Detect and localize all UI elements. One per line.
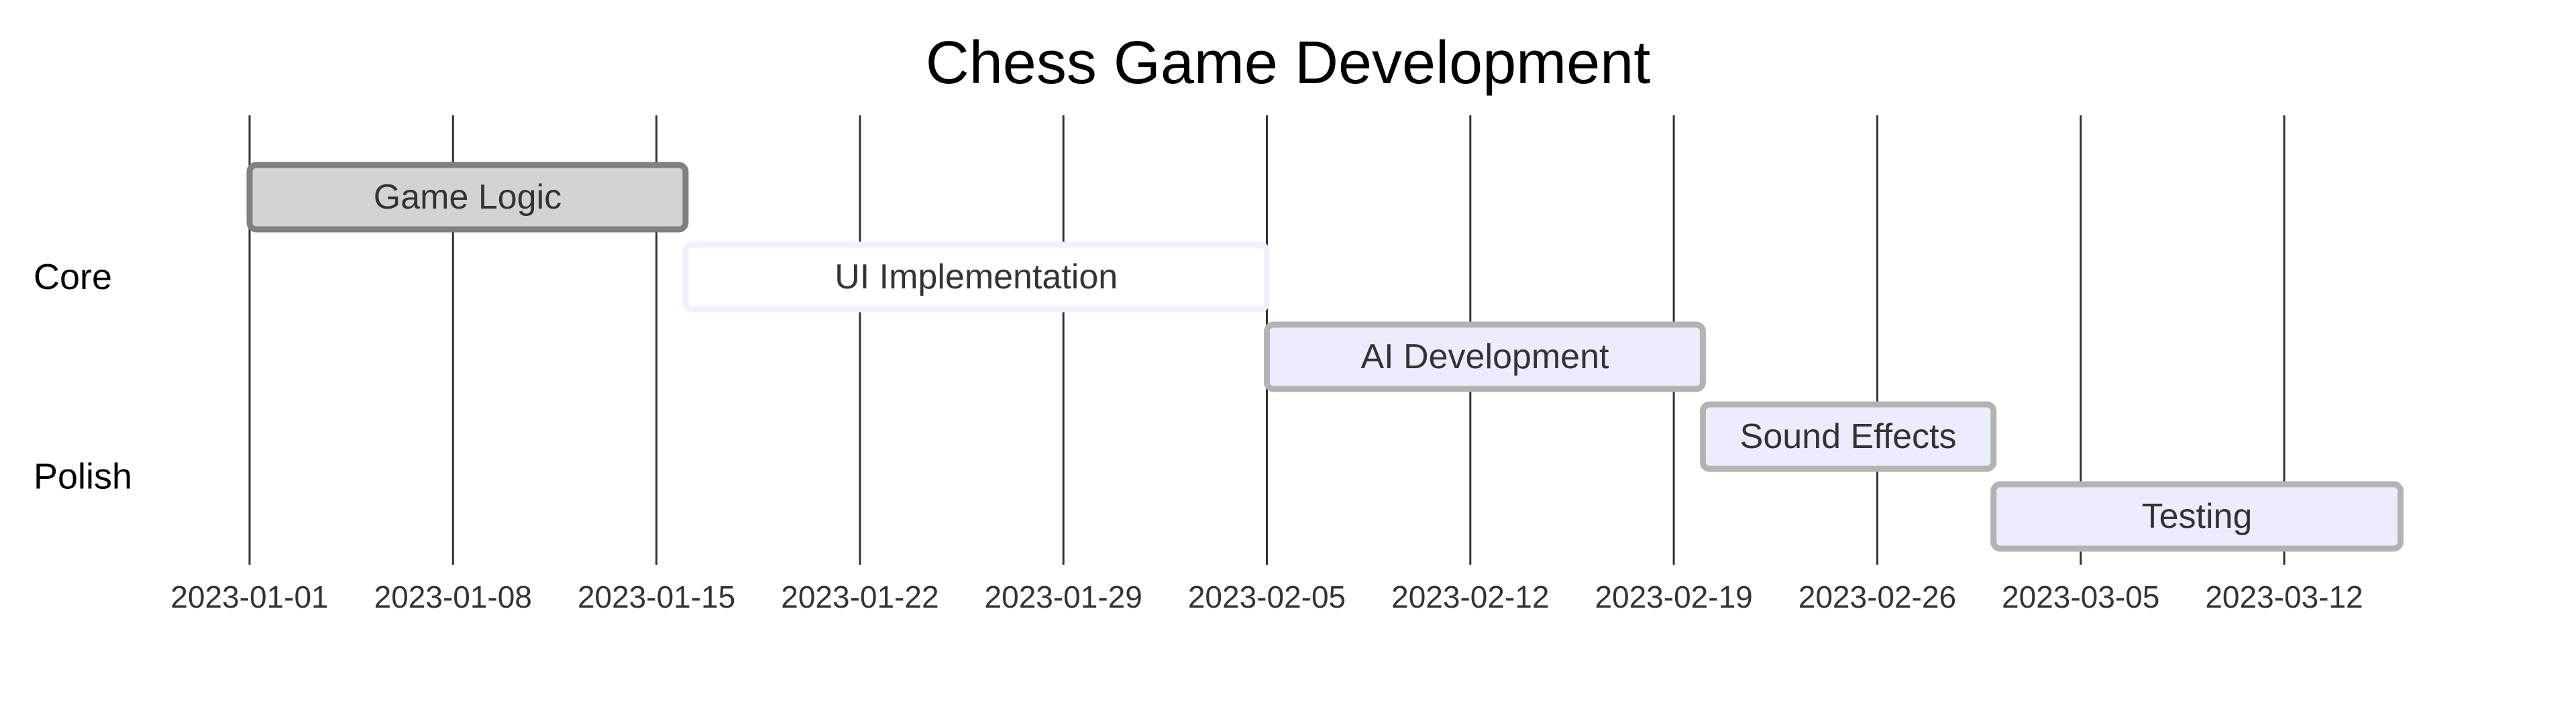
task-bars: Game Logic UI Implementation AI Developmen… <box>246 162 2404 552</box>
task-bar <box>246 162 689 233</box>
section-label: Polish <box>34 457 132 497</box>
task-label: AI Development <box>1360 337 1609 376</box>
section-labels: Core Polish <box>34 257 132 497</box>
tick-label: 2023-02-05 <box>1188 579 1346 614</box>
tick-label: 2023-03-12 <box>2205 579 2363 614</box>
tick-label: 2023-01-29 <box>985 579 1142 614</box>
task-label: Testing <box>2142 497 2253 536</box>
task-label: UI Implementation <box>835 258 1118 296</box>
task-bar-group: Testing <box>1990 481 2404 552</box>
task-bar <box>682 241 1270 313</box>
tick-label: 2023-01-01 <box>170 579 328 614</box>
tick-label: 2023-02-26 <box>1799 579 1956 614</box>
task-label: Sound Effects <box>1740 417 1957 456</box>
task-bar <box>1699 401 1997 472</box>
task-bar-group: Sound Effects <box>1699 401 1997 472</box>
task-bar-group: Game Logic <box>246 162 689 233</box>
task-bar-group: UI Implementation <box>682 241 1270 313</box>
tick-label: 2023-02-19 <box>1595 579 1752 614</box>
tick-label: 2023-01-08 <box>374 579 532 614</box>
tick-label: 2023-03-05 <box>2002 579 2159 614</box>
tick-label: 2023-02-12 <box>1391 579 1549 614</box>
tick-label: 2023-01-22 <box>781 579 938 614</box>
task-bar-group: AI Development <box>1264 321 1706 392</box>
chart-title: Chess Game Development <box>925 30 1651 97</box>
task-bar <box>1264 321 1706 392</box>
tick-label: 2023-01-15 <box>578 579 735 614</box>
x-axis-ticks: 2023-01-01 2023-01-08 2023-01-15 2023-01-22… <box>170 579 2363 614</box>
task-label: Game Logic <box>374 178 561 217</box>
section-label: Core <box>34 257 112 297</box>
task-bar <box>1990 481 2404 552</box>
